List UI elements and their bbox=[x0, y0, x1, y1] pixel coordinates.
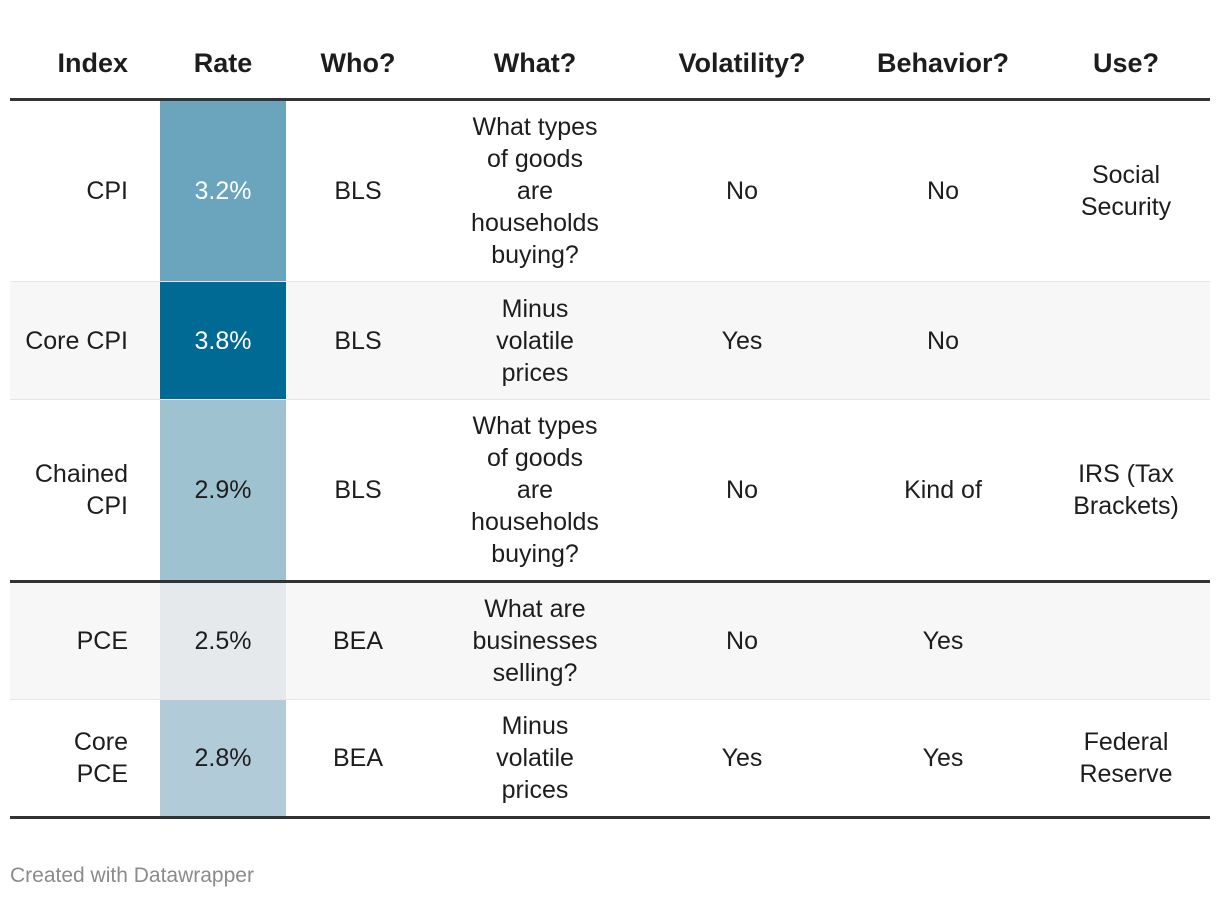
column-header-behavior[interactable]: Behavior? bbox=[844, 28, 1042, 101]
index-cell: CPI bbox=[10, 99, 160, 282]
table-row: CPI 3.2% BLS What types of goods are hou… bbox=[10, 99, 1210, 282]
column-header-index[interactable]: Index bbox=[10, 28, 160, 101]
behavior-cell: Yes bbox=[844, 581, 1042, 700]
use-cell: IRS (Tax Brackets) bbox=[1042, 399, 1210, 583]
behavior-cell: Kind of bbox=[844, 399, 1042, 583]
inflation-index-table: Index Rate Who? What? Volatility? Behavi… bbox=[10, 28, 1210, 819]
use-cell: Social Security bbox=[1042, 99, 1210, 282]
behavior-cell: No bbox=[844, 99, 1042, 282]
who-cell: BEA bbox=[286, 699, 430, 819]
index-cell: PCE bbox=[10, 581, 160, 700]
use-cell bbox=[1042, 281, 1210, 400]
what-cell: Minus volatile prices bbox=[430, 699, 640, 819]
data-table: Index Rate Who? What? Volatility? Behavi… bbox=[10, 28, 1210, 819]
rate-cell: 2.5% bbox=[160, 581, 286, 700]
table-row: Core CPI 3.8% BLS Minus volatile prices … bbox=[10, 281, 1210, 400]
index-cell: Core PCE bbox=[10, 699, 160, 819]
rate-cell: 2.9% bbox=[160, 399, 286, 583]
volatility-cell: No bbox=[640, 581, 844, 700]
what-cell: What types of goods are households buyin… bbox=[430, 399, 640, 583]
column-header-who[interactable]: Who? bbox=[286, 28, 430, 101]
column-header-rate[interactable]: Rate bbox=[160, 28, 286, 101]
table-row: PCE 2.5% BEA What are businesses selling… bbox=[10, 581, 1210, 700]
datawrapper-credit[interactable]: Created with Datawrapper bbox=[10, 864, 254, 887]
column-header-what[interactable]: What? bbox=[430, 28, 640, 101]
volatility-cell: No bbox=[640, 99, 844, 282]
what-cell: Minus volatile prices bbox=[430, 281, 640, 400]
table-row: Chained CPI 2.9% BLS What types of goods… bbox=[10, 399, 1210, 583]
use-cell: Federal Reserve bbox=[1042, 699, 1210, 819]
what-cell: What types of goods are households buyin… bbox=[430, 99, 640, 282]
behavior-cell: No bbox=[844, 281, 1042, 400]
index-cell: Chained CPI bbox=[10, 399, 160, 583]
table-row: Core PCE 2.8% BEA Minus volatile prices … bbox=[10, 699, 1210, 819]
volatility-cell: Yes bbox=[640, 699, 844, 819]
rate-cell: 3.8% bbox=[160, 281, 286, 400]
header-row: Index Rate Who? What? Volatility? Behavi… bbox=[10, 28, 1210, 101]
rate-cell: 2.8% bbox=[160, 699, 286, 819]
rate-cell: 3.2% bbox=[160, 99, 286, 282]
behavior-cell: Yes bbox=[844, 699, 1042, 819]
volatility-cell: Yes bbox=[640, 281, 844, 400]
volatility-cell: No bbox=[640, 399, 844, 583]
who-cell: BLS bbox=[286, 399, 430, 583]
what-cell: What are businesses selling? bbox=[430, 581, 640, 700]
who-cell: BLS bbox=[286, 281, 430, 400]
index-cell: Core CPI bbox=[10, 281, 160, 400]
who-cell: BEA bbox=[286, 581, 430, 700]
column-header-use[interactable]: Use? bbox=[1042, 28, 1210, 101]
use-cell bbox=[1042, 581, 1210, 700]
who-cell: BLS bbox=[286, 99, 430, 282]
column-header-volatility[interactable]: Volatility? bbox=[640, 28, 844, 101]
